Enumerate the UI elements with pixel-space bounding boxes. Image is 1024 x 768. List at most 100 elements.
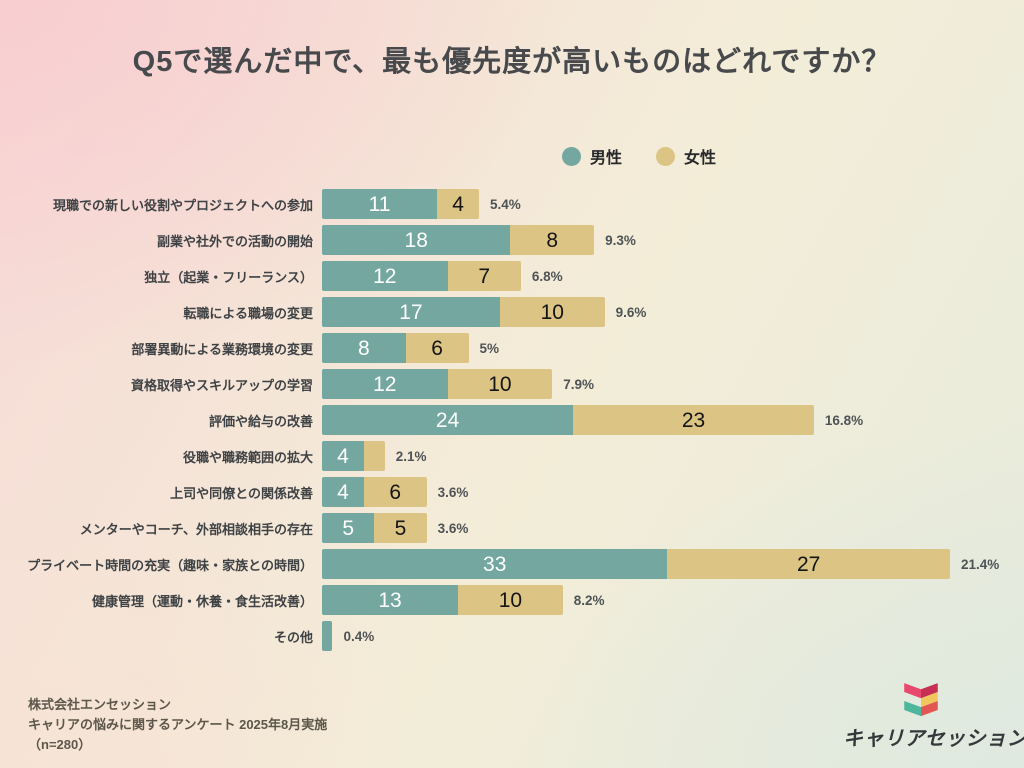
chart-row: 部署異動による業務環境の変更 8 6 5% (0, 333, 1024, 363)
chart-row: 転職による職場の変更 17 10 9.6% (0, 297, 1024, 327)
female-bar-segment: 4 (437, 189, 479, 219)
female-bar-segment: 10 (499, 297, 605, 327)
total-percent-label: 5% (479, 340, 500, 356)
category-label: 独立（起業・フリーランス） (144, 269, 313, 285)
chart-row: 資格取得やスキルアップの学習 12 10 7.9% (0, 369, 1024, 399)
male-value-label: 12 (373, 264, 397, 288)
female-value-label: 10 (488, 372, 512, 396)
total-percent-label: 5.4% (489, 196, 521, 212)
male-value-label: 11 (368, 192, 391, 216)
male-bar-segment: 5 (322, 513, 375, 543)
career-session-logo-icon (904, 683, 938, 717)
chart-row: 上司や同僚との関係改善 4 6 3.6% (0, 477, 1024, 507)
female-bar-segment: 27 (667, 549, 950, 579)
total-percent-label: 0.4% (343, 628, 375, 644)
male-bar-segment: 12 (322, 369, 448, 399)
chart-legend: 男性 女性 (562, 144, 716, 168)
male-bar-segment: 12 (322, 261, 448, 291)
male-bar-segment: 24 (322, 405, 574, 435)
male-bar-segment (322, 621, 333, 651)
legend-label-female: 女性 (684, 150, 717, 167)
female-bar-segment: 5 (374, 513, 427, 543)
male-value-label: 17 (399, 300, 423, 324)
male-bar-segment: 4 (322, 441, 364, 471)
female-bar-segment: 6 (405, 333, 469, 363)
legend-item-female: 女性 (656, 144, 716, 168)
total-percent-label: 9.6% (615, 304, 647, 320)
female-bar-segment: 8 (510, 225, 595, 255)
category-label: その他 (273, 629, 313, 645)
footer-sample-size: （n=280） (28, 737, 92, 753)
female-value-label: 7 (478, 264, 491, 288)
category-label: メンターやコーチ、外部相談相手の存在 (79, 521, 313, 537)
bar-stack: 12 7 (322, 261, 521, 291)
male-bar-segment: 13 (322, 585, 459, 615)
male-value-label: 4 (337, 444, 349, 468)
female-bar-segment: 10 (458, 585, 563, 615)
chart-row: 現職での新しい役割やプロジェクトへの参加 11 4 5.4% (0, 189, 1024, 219)
male-value-label: 4 (337, 480, 349, 504)
female-value-label: 10 (540, 300, 564, 324)
bar-stack: 4 6 (322, 477, 427, 507)
male-bar-segment: 11 (322, 189, 438, 219)
female-value-label: 4 (452, 192, 464, 216)
total-percent-label: 9.3% (605, 232, 636, 248)
male-value-label: 33 (483, 552, 507, 576)
total-percent-label: 16.8% (824, 412, 864, 428)
bar-stack: 11 4 (322, 189, 479, 219)
category-label: プライベート時間の充実（趣味・家族との時間） (27, 557, 313, 573)
male-value-label: 5 (342, 516, 354, 540)
male-bar-segment: 18 (322, 225, 511, 255)
bar-stack: 5 5 (322, 513, 427, 543)
bar-chart: 現職での新しい役割やプロジェクトへの参加 11 4 5.4% 副業や社外での活動… (0, 189, 1024, 657)
female-value-label: 27 (797, 552, 821, 576)
bar-stack: 4 (322, 441, 385, 471)
category-label: 転職による職場の変更 (183, 305, 313, 321)
female-value-label: 6 (431, 336, 443, 360)
bar-stack: 18 8 (322, 225, 595, 255)
brand-logo-text: キャリアセッション (843, 728, 1024, 750)
page-title: Q5で選んだ中で、最も優先度が高いものはどれですか？ (132, 46, 892, 78)
bar-stack: 17 10 (322, 297, 605, 327)
legend-label-male: 男性 (590, 150, 623, 167)
female-bar-segment: 7 (447, 261, 521, 291)
total-percent-label: 7.9% (563, 376, 595, 392)
chart-row: 健康管理（運動・休養・食生活改善） 13 10 8.2% (0, 585, 1024, 615)
footer-company: 株式会社エンセッション (28, 697, 172, 712)
legend-item-male: 男性 (562, 144, 622, 168)
female-value-label: 10 (498, 588, 523, 612)
chart-row: 評価や給与の改善 24 23 16.8% (0, 405, 1024, 435)
total-percent-label: 21.4% (960, 556, 1000, 572)
female-value-label: 5 (394, 516, 407, 540)
male-value-label: 13 (378, 588, 402, 612)
category-label: 資格取得やスキルアップの学習 (130, 377, 313, 393)
male-bar-segment: 8 (322, 333, 406, 363)
female-value-label: 8 (546, 228, 559, 252)
male-value-label: 18 (404, 228, 428, 252)
category-label: 上司や同僚との関係改善 (170, 485, 313, 501)
male-bar-segment: 33 (322, 549, 668, 579)
male-value-label: 24 (435, 408, 460, 432)
chart-row: 副業や社外での活動の開始 18 8 9.3% (0, 225, 1024, 255)
female-bar-segment: 10 (447, 369, 553, 399)
category-label: 評価や給与の改善 (208, 413, 313, 429)
bar-stack: 24 23 (322, 405, 814, 435)
female-bar-segment: 6 (363, 477, 427, 507)
total-percent-label: 2.1% (395, 448, 427, 464)
total-percent-label: 3.6% (437, 484, 469, 500)
bar-stack: 33 27 (322, 549, 950, 579)
category-label: 健康管理（運動・休養・食生活改善） (91, 593, 313, 609)
female-legend-dot-icon (656, 146, 676, 166)
chart-row: プライベート時間の充実（趣味・家族との時間） 33 27 21.4% (0, 549, 1024, 579)
female-value-label: 23 (681, 408, 706, 432)
female-bar-segment: 23 (573, 405, 814, 435)
total-percent-label: 8.2% (573, 592, 605, 608)
chart-row: 独立（起業・フリーランス） 12 7 6.8% (0, 261, 1024, 291)
female-bar-segment (363, 441, 385, 471)
bar-stack: 8 6 (322, 333, 469, 363)
footer-survey-info: キャリアの悩みに関するアンケート 2025年8月実施 (28, 717, 328, 733)
chart-row: その他 0.4% (0, 621, 1024, 651)
category-label: 部署異動による業務環境の変更 (131, 341, 313, 357)
total-percent-label: 6.8% (531, 268, 563, 284)
